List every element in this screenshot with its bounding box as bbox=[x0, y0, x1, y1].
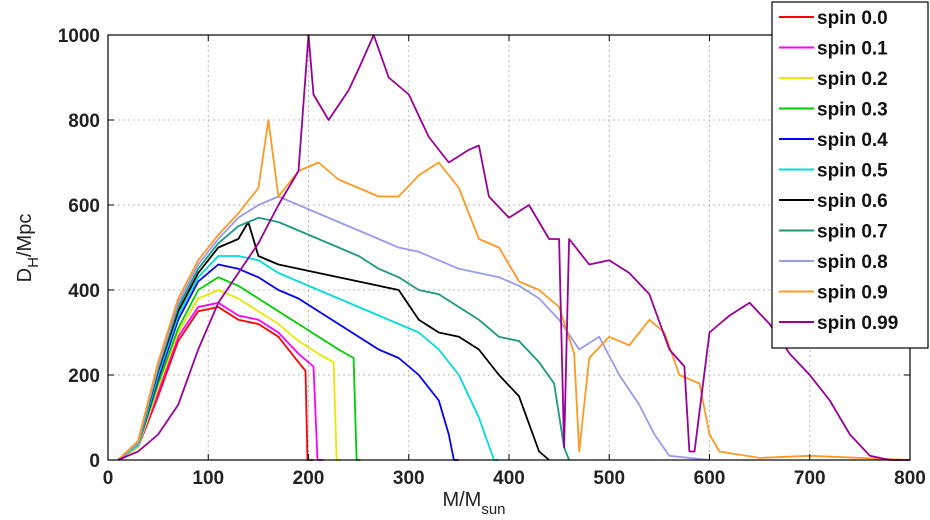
legend-label: spin 0.9 bbox=[817, 283, 888, 304]
y-tick-label: 1000 bbox=[58, 26, 100, 47]
x-tick-label: 800 bbox=[894, 468, 926, 489]
x-tick-label: 200 bbox=[293, 468, 325, 489]
y-tick-label: 800 bbox=[68, 111, 100, 132]
series-line-5 bbox=[117, 255, 499, 461]
legend-label: spin 0.5 bbox=[817, 161, 888, 182]
legend-label: spin 0.7 bbox=[817, 222, 888, 243]
legend-label: spin 0.2 bbox=[817, 69, 888, 90]
legend-label: spin 0.0 bbox=[817, 8, 888, 29]
y-tick-label: 600 bbox=[68, 196, 100, 217]
x-axis-label: M/Msun bbox=[442, 489, 505, 518]
legend-label: spin 0.4 bbox=[817, 130, 888, 151]
tick-labels: 0 100 200 300 400 500 600 700 800 0 200 400 600 800 10… bbox=[58, 26, 926, 489]
legend-label: spin 0.1 bbox=[817, 39, 888, 60]
x-tick-label: 400 bbox=[493, 468, 525, 489]
x-tick-label: 700 bbox=[794, 468, 826, 489]
series-line-9 bbox=[117, 119, 911, 461]
x-tick-label: 300 bbox=[393, 468, 425, 489]
y-axis-label: DH/Mpc bbox=[14, 214, 42, 283]
series-line-2 bbox=[117, 289, 341, 461]
series-line-3 bbox=[117, 276, 361, 461]
x-tick-label: 600 bbox=[694, 468, 726, 489]
series-layer bbox=[117, 34, 911, 461]
series-line-1 bbox=[117, 301, 324, 461]
legend-label: spin 0.8 bbox=[817, 252, 888, 273]
x-tick-label: 100 bbox=[192, 468, 224, 489]
series-line-7 bbox=[117, 216, 570, 461]
legend-label: spin 0.99 bbox=[817, 313, 898, 334]
series-line-4 bbox=[117, 263, 459, 461]
legend: spin 0.0 spin 0.1 spin 0.2 spin 0.3 spin 0.4… bbox=[771, 1, 929, 349]
x-tick-label: 500 bbox=[593, 468, 625, 489]
legend-label: spin 0.6 bbox=[817, 191, 888, 212]
series-line-10 bbox=[117, 34, 910, 461]
y-tick-label: 0 bbox=[89, 451, 100, 472]
legend-label: spin 0.3 bbox=[817, 100, 888, 121]
y-tick-label: 400 bbox=[68, 281, 100, 302]
legend-box bbox=[771, 1, 929, 349]
series-line-0 bbox=[117, 306, 314, 461]
x-tick-label: 0 bbox=[103, 468, 114, 489]
series-line-6 bbox=[117, 221, 550, 461]
y-tick-label: 200 bbox=[68, 366, 100, 387]
